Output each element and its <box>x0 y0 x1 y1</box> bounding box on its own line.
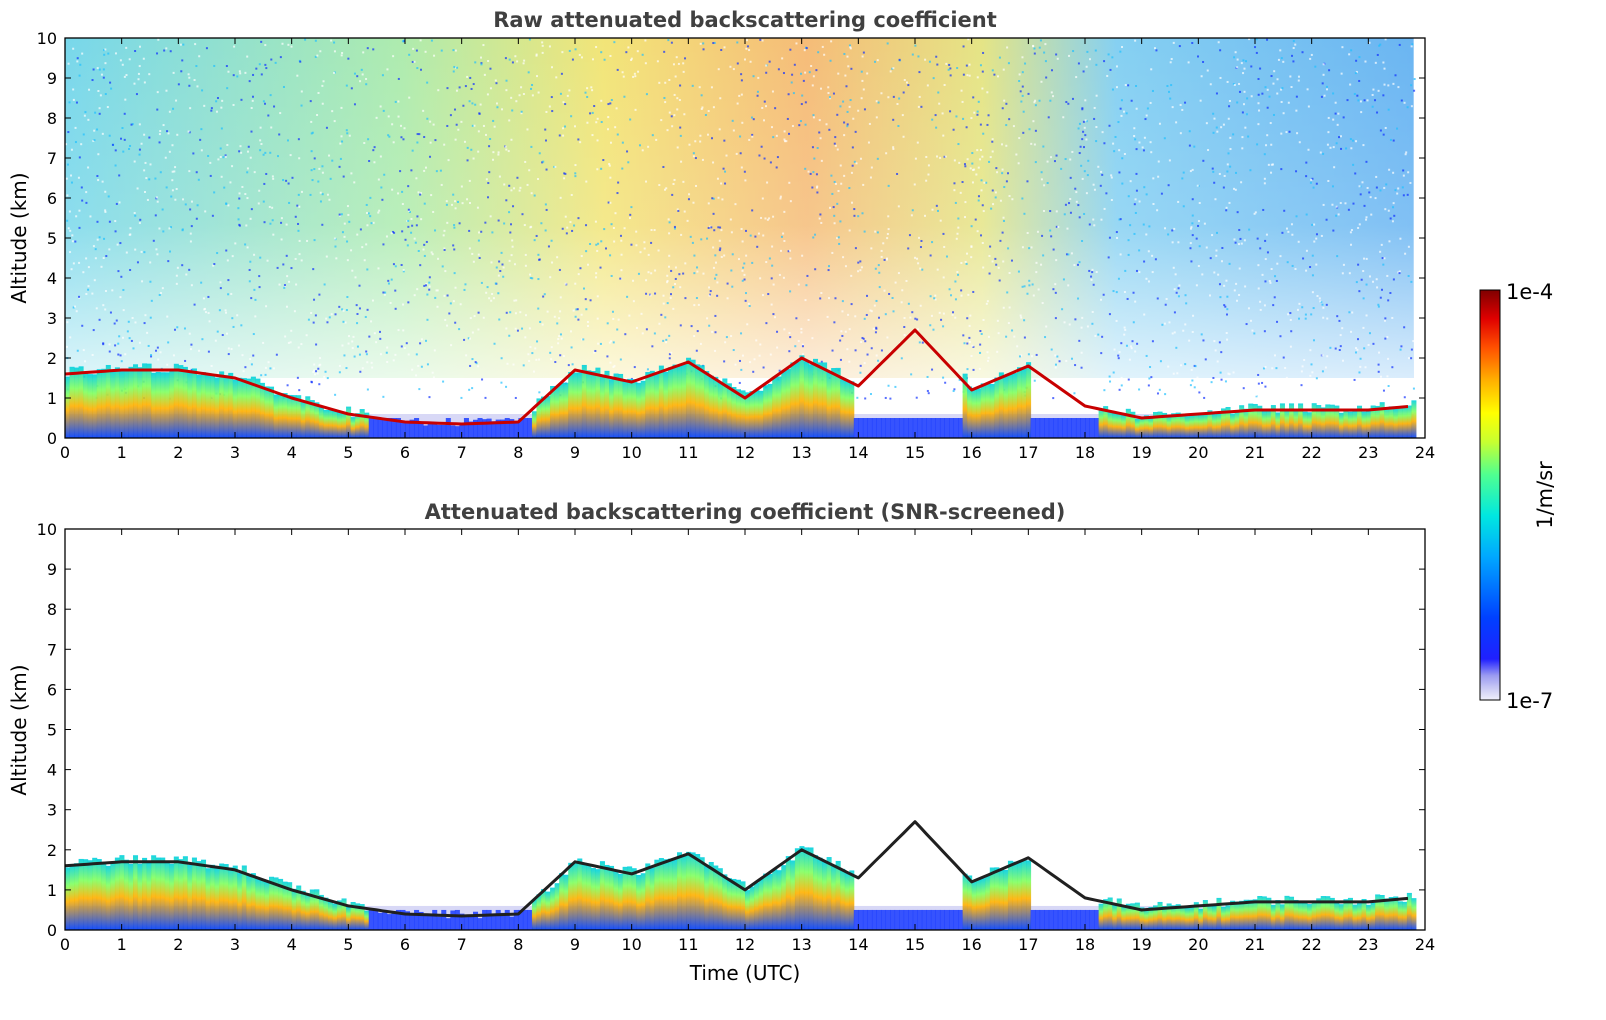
x-tick-label: 21 <box>1245 443 1265 462</box>
y-tick-label: 8 <box>47 109 57 128</box>
y-tick-label: 3 <box>47 801 57 820</box>
x-tick-label: 6 <box>400 443 410 462</box>
x-tick-label: 13 <box>791 935 811 954</box>
x-tick-label: 14 <box>848 443 868 462</box>
x-tick-label: 11 <box>678 935 698 954</box>
x-tick-label: 2 <box>173 443 183 462</box>
x-tick-label: 19 <box>1131 935 1151 954</box>
x-tick-label: 12 <box>735 443 755 462</box>
y-tick-label: 1 <box>47 881 57 900</box>
x-tick-label: 21 <box>1245 935 1265 954</box>
screened-panel-title: Attenuated backscattering coefficient (S… <box>425 500 1066 524</box>
raw-panel-title: Raw attenuated backscattering coefficien… <box>493 8 997 32</box>
x-tick-label: 24 <box>1415 443 1435 462</box>
boundary-layer <box>65 846 1417 930</box>
x-tick-label: 22 <box>1301 935 1321 954</box>
y-tick-label: 8 <box>47 600 57 619</box>
screened-panel: Attenuated backscattering coefficient (S… <box>7 500 1435 985</box>
y-tick-label: 10 <box>37 29 57 48</box>
noise-fade <box>65 38 1414 378</box>
x-tick-label: 15 <box>905 935 925 954</box>
x-tick-label: 3 <box>230 443 240 462</box>
x-tick-label: 8 <box>513 443 523 462</box>
y-tick-label: 6 <box>47 189 57 208</box>
x-tick-label: 5 <box>343 935 353 954</box>
x-tick-label: 11 <box>678 443 698 462</box>
x-tick-label: 0 <box>60 935 70 954</box>
x-tick-label: 19 <box>1131 443 1151 462</box>
x-tick-label: 1 <box>117 443 127 462</box>
x-tick-label: 14 <box>848 935 868 954</box>
x-tick-label: 15 <box>905 443 925 462</box>
colorbar-min-label: 1e-7 <box>1506 689 1553 713</box>
x-tick-label: 16 <box>961 935 981 954</box>
y-tick-label: 9 <box>47 560 57 579</box>
y-tick-label: 10 <box>37 520 57 539</box>
screened-y-axis-label: Altitude (km) <box>7 664 31 795</box>
x-tick-label: 18 <box>1075 443 1095 462</box>
y-tick-label: 7 <box>47 149 57 168</box>
x-tick-label: 9 <box>570 443 580 462</box>
screened-y-ticks: 0 1 2 3 4 5 6 7 8 9 10 <box>37 520 1425 940</box>
x-tick-label: 2 <box>173 935 183 954</box>
x-tick-label: 13 <box>791 443 811 462</box>
raw-x-ticks: 0 1 2 3 4 5 6 7 8 9 10 11 12 13 14 15 16 17 18 19 20 21 22 23 24 <box>60 38 1435 462</box>
screened-plot-area <box>64 529 1425 930</box>
raw-plot-area <box>64 38 1425 438</box>
y-tick-label: 3 <box>47 309 57 328</box>
x-tick-label: 20 <box>1188 935 1208 954</box>
y-tick-label: 0 <box>47 921 57 940</box>
screened-x-axis-label: Time (UTC) <box>689 961 801 985</box>
x-tick-label: 3 <box>230 935 240 954</box>
plot-background <box>65 529 1425 930</box>
x-tick-label: 23 <box>1358 935 1378 954</box>
x-tick-label: 22 <box>1301 443 1321 462</box>
raw-y-ticks: 0 1 2 3 4 5 6 7 8 9 10 <box>37 29 1425 448</box>
x-tick-label: 1 <box>117 935 127 954</box>
y-tick-label: 9 <box>47 69 57 88</box>
y-tick-label: 1 <box>47 389 57 408</box>
y-tick-label: 2 <box>47 841 57 860</box>
x-tick-label: 18 <box>1075 935 1095 954</box>
boundary-layer <box>65 355 1417 438</box>
y-tick-label: 4 <box>47 761 57 780</box>
raw-panel: Raw attenuated backscattering coefficien… <box>7 8 1435 462</box>
colorbar-max-label: 1e-4 <box>1506 280 1553 304</box>
colorbar-units-label: 1/m/sr <box>1533 461 1557 529</box>
x-tick-label: 0 <box>60 443 70 462</box>
y-tick-label: 6 <box>47 680 57 699</box>
y-tick-label: 4 <box>47 269 57 288</box>
x-tick-label: 6 <box>400 935 410 954</box>
colorbar-gradient <box>1479 289 1501 701</box>
colorbar: 1e-4 1e-7 1/m/sr <box>1479 280 1557 713</box>
x-tick-label: 10 <box>621 443 641 462</box>
x-tick-label: 17 <box>1018 443 1038 462</box>
x-tick-label: 17 <box>1018 935 1038 954</box>
noise-speckle <box>65 38 1416 400</box>
x-tick-label: 23 <box>1358 443 1378 462</box>
x-tick-label: 4 <box>287 935 297 954</box>
x-tick-label: 4 <box>287 443 297 462</box>
layer-top-line <box>64 328 1409 426</box>
x-tick-label: 9 <box>570 935 580 954</box>
y-tick-label: 2 <box>47 349 57 368</box>
x-tick-label: 5 <box>343 443 353 462</box>
y-tick-label: 5 <box>47 721 57 740</box>
y-tick-label: 0 <box>47 429 57 448</box>
x-tick-label: 24 <box>1415 935 1435 954</box>
x-tick-label: 16 <box>961 443 981 462</box>
x-tick-label: 8 <box>513 935 523 954</box>
y-tick-label: 7 <box>47 640 57 659</box>
raw-y-axis-label: Altitude (km) <box>7 172 31 303</box>
x-tick-label: 10 <box>621 935 641 954</box>
layer-top-line <box>64 820 1409 918</box>
screened-x-ticks: 0 1 2 3 4 5 6 7 8 9 10 11 12 13 14 15 16 17 18 19 20 21 22 23 24 <box>60 529 1435 954</box>
x-tick-label: 20 <box>1188 443 1208 462</box>
x-tick-label: 7 <box>457 935 467 954</box>
y-tick-label: 5 <box>47 229 57 248</box>
x-tick-label: 7 <box>457 443 467 462</box>
x-tick-label: 12 <box>735 935 755 954</box>
